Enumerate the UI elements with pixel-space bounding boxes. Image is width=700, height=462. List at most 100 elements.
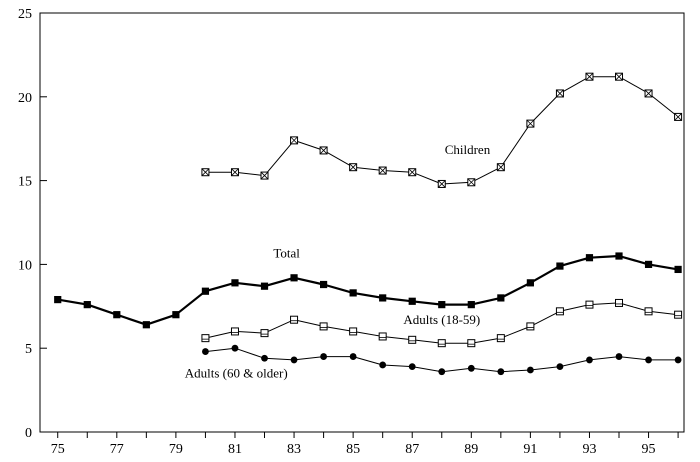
data-point-adults-60-older [290, 356, 298, 364]
data-point-adults-18-59 [674, 310, 683, 319]
x-tick-label: 79 [169, 442, 183, 457]
y-tick-label: 5 [25, 342, 32, 357]
marker-cross [674, 113, 682, 121]
data-point-children [467, 178, 476, 187]
data-point-adults-60-older [261, 354, 268, 362]
data-point-adults-18-59 [555, 307, 564, 316]
data-point-adults-60-older [526, 366, 534, 374]
data-point-children [526, 119, 535, 128]
data-point-adults-60-older [320, 353, 327, 360]
x-tick-label: 85 [346, 442, 360, 457]
marker-cross [201, 168, 210, 177]
data-point-children [585, 72, 594, 81]
data-point-total [172, 311, 180, 319]
data-point-total [615, 252, 623, 260]
marker-box [201, 334, 210, 343]
data-point-total [142, 321, 150, 329]
y-tick-label: 10 [18, 258, 32, 273]
x-tick-label: 91 [523, 442, 537, 457]
data-point-total [349, 289, 357, 297]
marker-cross [378, 166, 387, 175]
marker-cross [615, 72, 623, 81]
data-point-children [437, 179, 446, 188]
data-point-adults-60-older [202, 348, 209, 355]
marker-box [408, 335, 417, 344]
data-point-adults-60-older [408, 363, 416, 371]
marker-box [378, 332, 387, 341]
data-point-total [526, 279, 534, 287]
marker-cross [260, 171, 269, 180]
data-point-total [379, 294, 387, 302]
data-point-total [644, 260, 653, 268]
data-point-adults-60-older [438, 368, 446, 376]
data-point-total [319, 280, 328, 289]
data-point-children [408, 168, 417, 177]
marker-box [674, 310, 683, 319]
marker-cross [644, 89, 653, 98]
series-lines [57, 76, 679, 373]
data-point-adults-18-59 [615, 298, 624, 307]
marker-box [615, 298, 624, 307]
data-point-children [644, 89, 653, 98]
data-point-adults-60-older [645, 356, 652, 364]
data-point-children [496, 163, 505, 172]
marker-cross [556, 89, 564, 98]
data-point-children [230, 168, 239, 177]
marker-box [644, 307, 653, 316]
data-point-adults-60-older [497, 368, 505, 376]
data-point-adults-60-older [556, 363, 564, 371]
x-tick-label: 93 [582, 442, 596, 457]
marker-cross [408, 168, 417, 177]
marker-box [437, 339, 446, 348]
series-label-adults-60-older: Adults (60 & older) [185, 366, 288, 381]
marker-cross [319, 146, 328, 155]
marker-cross [585, 72, 594, 81]
data-point-adults-18-59 [349, 327, 358, 336]
data-point-adults-60-older [615, 353, 623, 360]
marker-box [230, 327, 239, 336]
marker-cross [497, 163, 505, 171]
data-point-total [231, 279, 239, 287]
marker-box [526, 322, 535, 331]
data-point-adults-18-59 [467, 339, 476, 348]
plot-frame [39, 12, 685, 433]
series-label-adults-18-59: Adults (18-59) [403, 312, 480, 327]
y-tick-label: 15 [18, 175, 32, 190]
data-point-children [615, 72, 624, 81]
data-point-adults-60-older [467, 364, 475, 372]
marker-box [496, 334, 505, 343]
x-tick-label: 81 [228, 442, 242, 457]
marker-cross [231, 168, 239, 177]
series-line-total [57, 254, 679, 326]
data-point-total [497, 294, 505, 302]
y-tick-label: 0 [25, 426, 32, 441]
data-point-adults-18-59 [496, 334, 505, 343]
x-tick-label: 87 [405, 442, 419, 457]
data-point-adults-18-59 [437, 339, 446, 348]
marker-box [260, 329, 269, 338]
data-point-adults-18-59 [408, 335, 417, 344]
y-tick-label: 20 [18, 91, 32, 106]
y-tick-label: 25 [18, 7, 32, 22]
data-point-adults-60-older [231, 344, 239, 352]
series-labels: Children Total Adults (18-59) Adults (60 & … [185, 142, 491, 381]
marker-box [467, 339, 476, 348]
marker-cross [349, 163, 357, 171]
data-point-total [674, 265, 682, 274]
data-point-children [378, 166, 387, 175]
data-point-children [319, 146, 328, 155]
marker-box [349, 327, 358, 336]
data-point-adults-18-59 [201, 334, 210, 343]
marker-box [290, 315, 299, 324]
marker-box [585, 300, 594, 309]
series-label-total: Total [273, 246, 300, 261]
data-point-total [408, 297, 416, 305]
series-label-children: Children [445, 142, 491, 157]
data-point-adults-18-59 [644, 307, 653, 316]
data-point-children [201, 168, 210, 177]
data-point-total [83, 301, 91, 309]
data-point-total [438, 301, 446, 309]
x-tick-label: 95 [642, 442, 656, 457]
data-point-adults-18-59 [585, 300, 594, 309]
